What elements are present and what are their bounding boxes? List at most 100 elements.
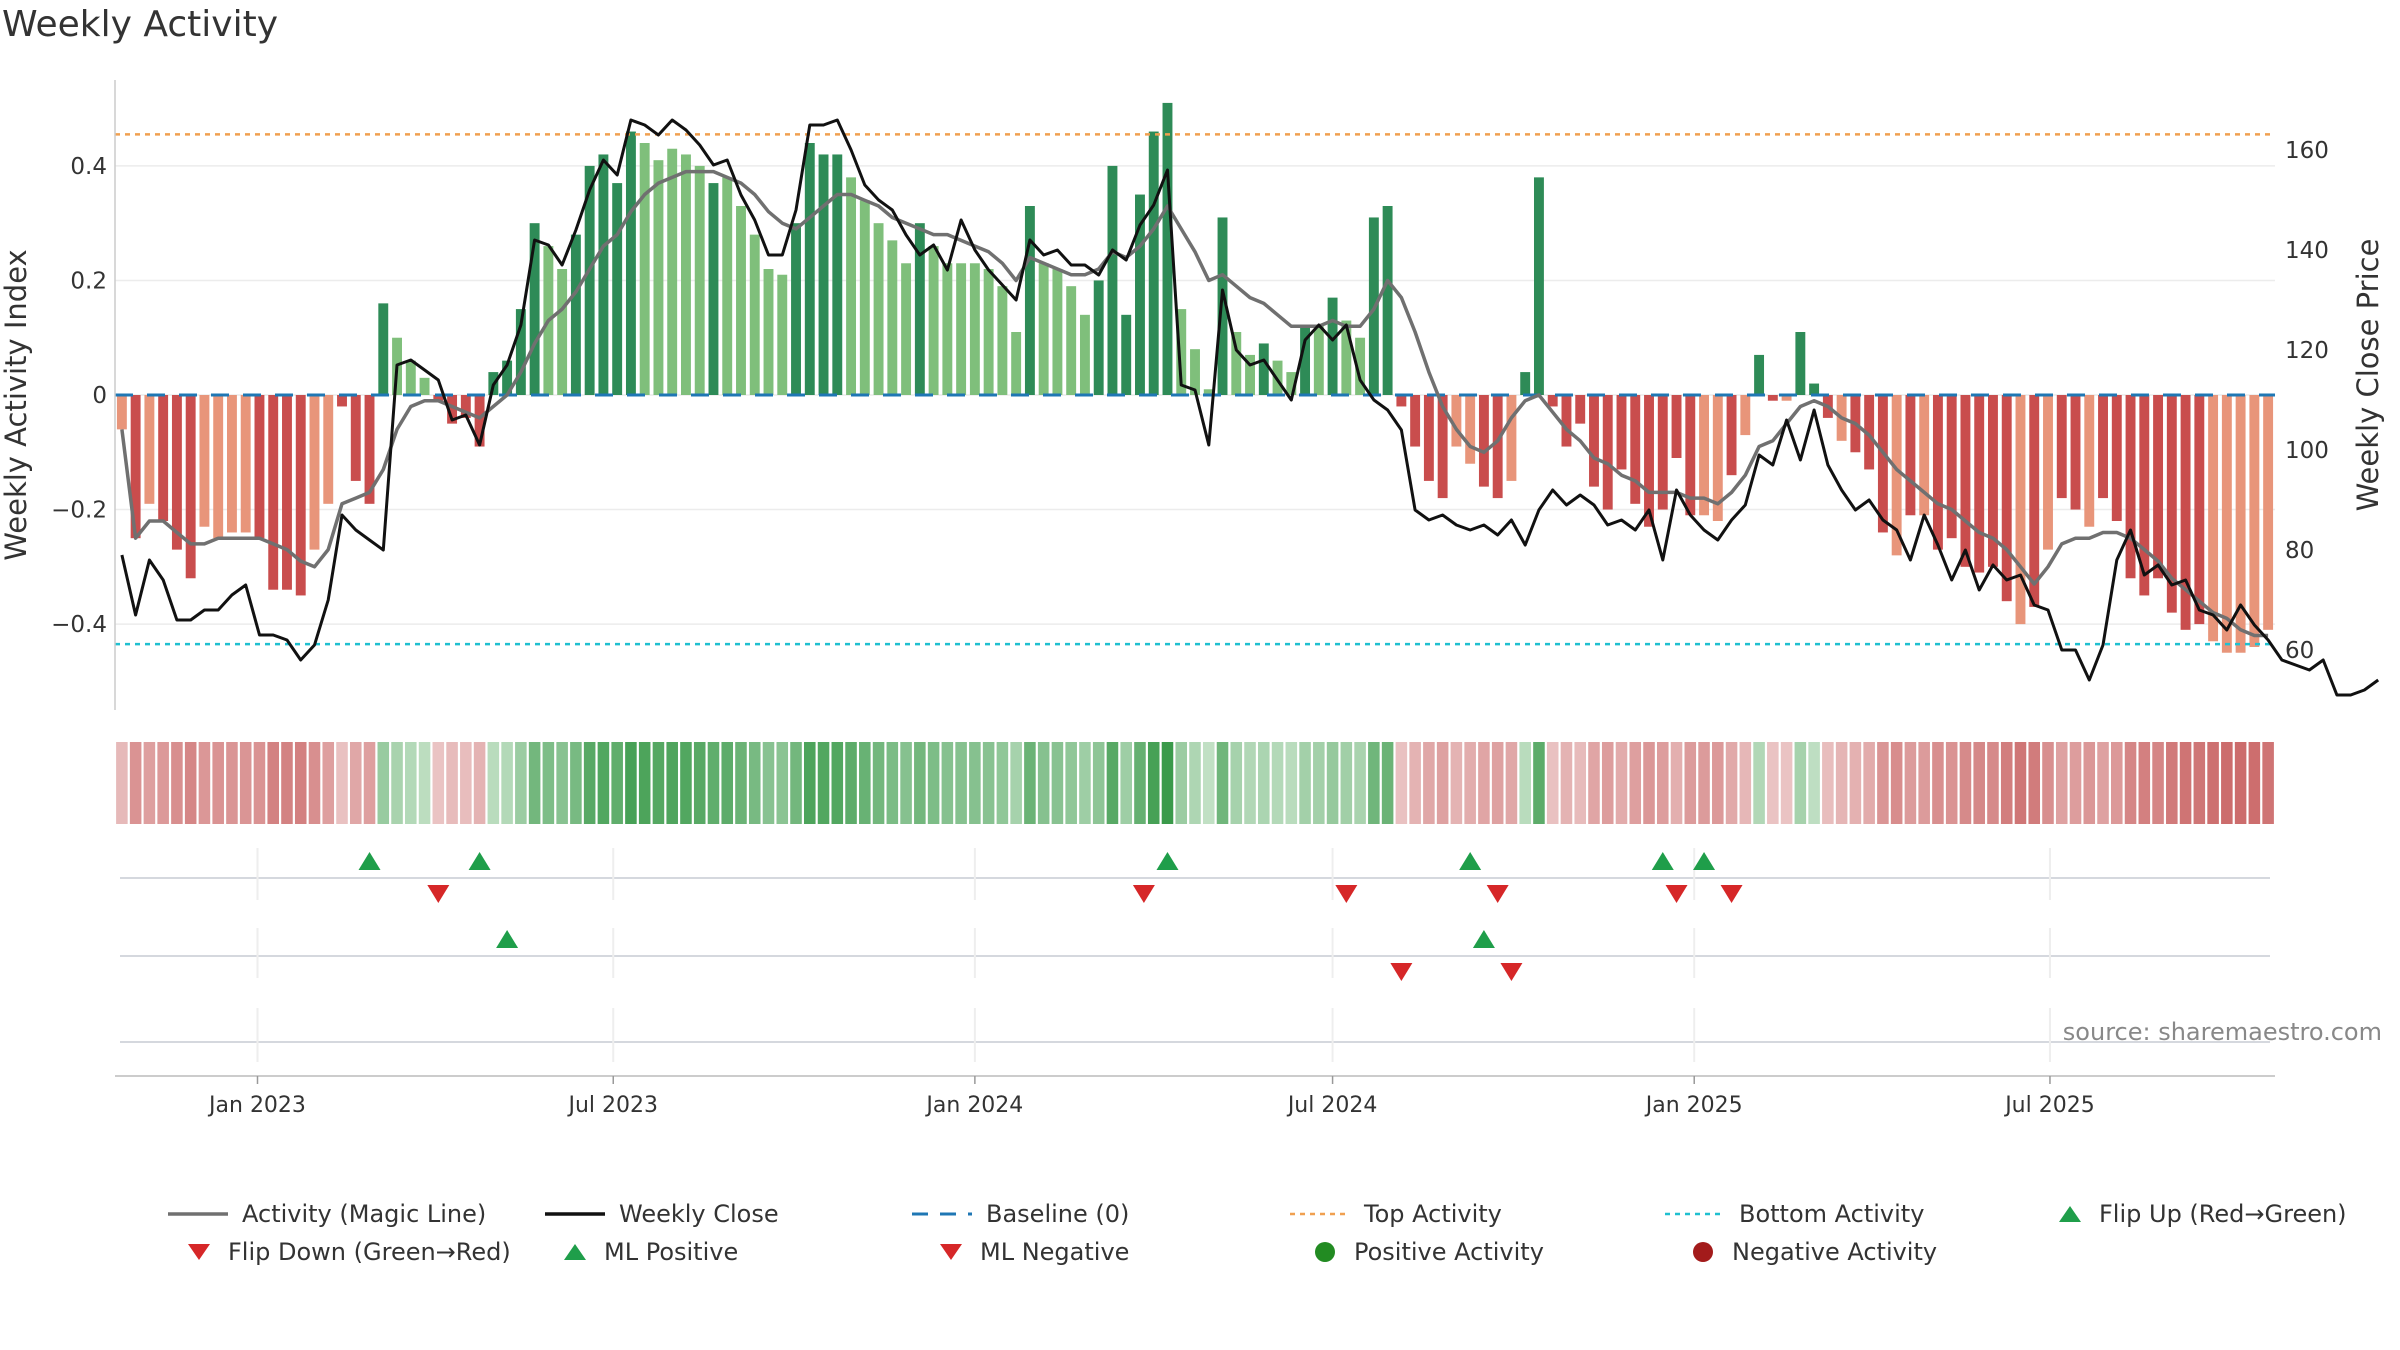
ml-positive-marker [496,930,519,948]
heat-cell [239,742,252,824]
heat-cell [1656,742,1669,824]
activity-bar [1767,395,1778,401]
activity-bar [570,234,581,395]
heat-cell [1409,742,1421,824]
activity-bar [323,395,334,504]
flip-up-marker [1459,852,1482,870]
activity-bar [1231,332,1242,395]
heat-cell [226,742,238,824]
triangle-up-icon [2059,1206,2081,1222]
activity-bar [254,395,265,539]
activity-bar [1809,383,1820,395]
activity-bar [1946,395,1957,539]
activity-bar [708,183,719,395]
heat-cell [597,742,610,824]
heat-cell [2166,742,2178,824]
legend-item: Top Activity [1290,1200,1502,1228]
heat-cell [693,742,706,824]
activity-bar [529,223,540,395]
flip-down-marker [1335,885,1358,903]
heat-cell [1450,742,1463,824]
heat-cell [1395,742,1408,824]
activity-bar [378,303,389,395]
heat-cell [1835,742,1848,824]
activity-bar [625,131,636,395]
activity-bar [1245,354,1255,395]
heat-cell [528,742,541,824]
y2-tick-label: 140 [2285,238,2329,264]
legend-item: Flip Up (Red→Green) [2055,1200,2347,1228]
activity-bar [681,154,691,395]
heat-cell [1271,742,1284,824]
activity-bar [350,395,361,481]
activity-bar [1932,395,1943,550]
heat-cell [1780,742,1793,824]
activity-bar [1382,206,1393,395]
activity-bar [1162,102,1173,395]
activity-bar [1740,395,1751,436]
activity-bar [763,269,774,395]
legend-label: Top Activity [1364,1200,1502,1228]
activity-bar [1176,309,1187,395]
activity-bar [818,154,829,395]
heat-cell [1478,742,1490,824]
activity-bar [1093,280,1104,395]
heat-cell [212,742,224,824]
heat-cell [1725,742,1738,824]
activity-bar [2153,395,2164,579]
heat-cell [556,742,568,824]
heat-cell [611,742,623,824]
heat-cell [2000,742,2013,824]
activity-bar [295,395,306,596]
ml-positive-marker [1472,930,1495,948]
triangle-down-icon [940,1244,962,1260]
legend: Activity (Magic Line) Weekly Close Baselin… [160,1200,2400,1290]
activity-bar [584,165,595,395]
activity-bar [832,154,843,395]
heat-cell [1588,742,1600,824]
activity-bar [226,395,237,533]
activity-bar [1079,314,1090,395]
activity-bar [2221,395,2232,653]
heat-cell [1505,742,1518,824]
activity-bar [873,223,884,395]
activity-bar [928,246,939,395]
y-tick-label: 0 [92,383,107,409]
top-activity-legend-icon [1290,1212,1350,1216]
activity-bar [2139,395,2150,596]
heat-cell [1904,742,1917,824]
heat-cell [515,742,527,824]
heat-cell [817,742,830,824]
heat-cell [1189,742,1201,824]
heat-cell [1822,742,1834,824]
activity-bar [474,395,485,447]
heat-cell [570,742,582,824]
heat-cell [322,742,335,824]
heat-cell [473,742,486,824]
ml-negative-marker [1390,963,1413,981]
heat-cell [872,742,885,824]
heat-cell [996,742,1009,824]
activity-bar [2235,395,2246,653]
heat-cell [1051,742,1064,824]
heat-cell [1313,742,1325,824]
activity-bar [1355,337,1366,395]
activity-bar [1919,395,1930,516]
activity-bar [1589,395,1599,487]
heat-cell [391,742,403,824]
heat-cell [1712,742,1724,824]
heat-cell [1739,742,1752,824]
activity-bar [282,395,292,590]
heat-cell [2138,742,2151,824]
axes: −0.4 −0.2 0 0.2 0.4 60 80 100 120 140 160 Weekly Ac… [0,80,2385,710]
activity-bar [736,206,746,395]
activity-bar [2111,395,2122,521]
activity-bar [1313,326,1324,395]
activity-bar [1121,314,1132,395]
heat-cell [1065,742,1077,824]
flip-up-marker [358,852,381,870]
heat-cell [1010,742,1022,824]
activity-bar [969,263,980,395]
activity-bar [1052,269,1063,395]
x-tick-label: Jul 2025 [2003,1093,2095,1118]
